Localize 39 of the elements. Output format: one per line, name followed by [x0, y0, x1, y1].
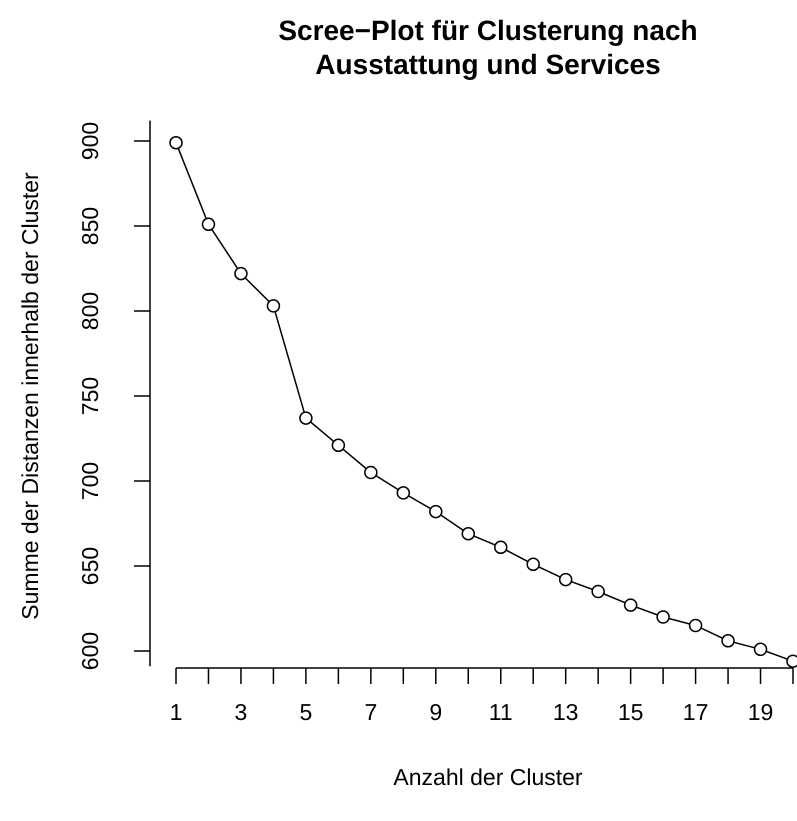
point	[656, 610, 670, 624]
point	[364, 466, 378, 480]
point	[202, 218, 216, 232]
x-tick-label: 11	[488, 699, 513, 725]
x-tick-label: 5	[299, 699, 312, 725]
x-tick-label: 13	[552, 699, 578, 725]
point	[494, 540, 508, 554]
point	[721, 634, 735, 648]
x-tick-label: 9	[429, 699, 442, 725]
point	[234, 266, 248, 280]
y-tick-label: 800	[77, 292, 104, 330]
point	[429, 504, 443, 518]
y-tick-label: 850	[77, 206, 104, 246]
x-tick-label: 7	[364, 699, 378, 725]
y-tick-label: 900	[77, 122, 104, 160]
point	[526, 558, 540, 572]
x-tick-label: 17	[682, 699, 708, 725]
point	[169, 136, 183, 150]
point	[624, 598, 638, 612]
point	[396, 486, 410, 500]
point	[558, 572, 572, 586]
x-tick-label: 19	[748, 699, 774, 725]
y-tick-label: 750	[77, 376, 104, 416]
chart-title: Scree−Plot für Clusterung nach Ausstattung und Services	[278, 15, 698, 80]
x-tick-label: 3	[234, 699, 248, 725]
point	[299, 411, 313, 425]
point	[332, 438, 346, 452]
y-tick-label: 700	[77, 462, 104, 500]
y-tick-label: 650	[77, 546, 104, 586]
x-tick-label: 1	[170, 699, 182, 725]
point	[754, 642, 768, 656]
point	[591, 584, 605, 598]
x-tick-label: 15	[618, 699, 644, 725]
x-axis-title: Anzahl der Cluster	[393, 764, 583, 790]
point	[266, 299, 280, 313]
y-tick-label: 600	[77, 632, 104, 670]
y-axis-title: Summe der Distanzen innerhalb der Cluster	[17, 172, 44, 620]
point	[462, 526, 476, 540]
point	[688, 618, 702, 632]
